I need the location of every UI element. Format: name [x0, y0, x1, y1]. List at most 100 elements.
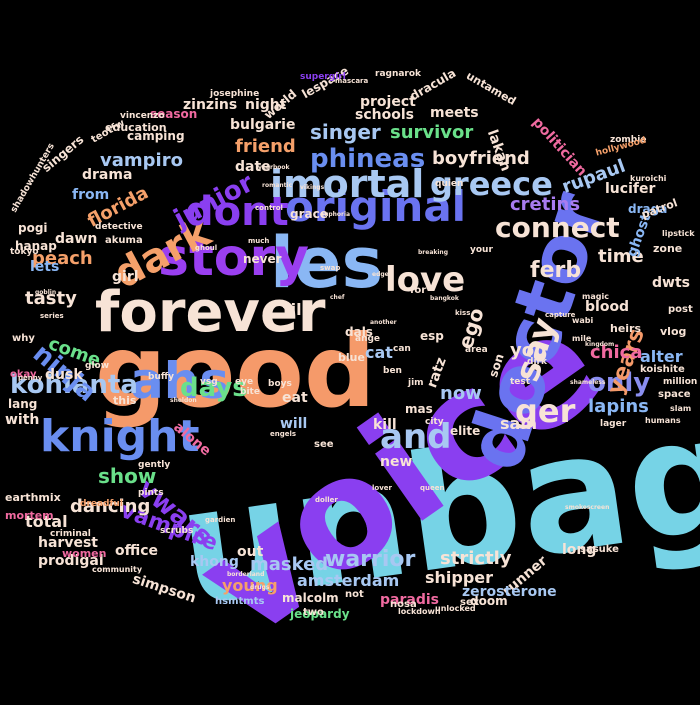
word-this: this — [113, 394, 137, 407]
word-grace: grace — [290, 207, 328, 221]
word-glow: glow — [85, 361, 110, 371]
word-out: out — [237, 544, 264, 560]
word-good: good — [95, 313, 376, 430]
word-romantic: romantic — [262, 182, 293, 189]
word-new: new — [380, 454, 413, 470]
word-office: office — [115, 543, 159, 559]
word-young: young — [222, 576, 278, 595]
word-original: original — [285, 182, 467, 231]
word-blood: blood — [585, 299, 630, 315]
word-koishite: koishite — [640, 364, 685, 375]
word-time: time — [598, 246, 644, 267]
word-mas: mas — [405, 402, 433, 416]
word-patrol: patrol — [639, 196, 680, 222]
word-chef: chef — [330, 294, 345, 301]
word-untamed: untamed — [464, 69, 519, 108]
word-esp: esp — [420, 329, 444, 343]
word-khong: khong — [190, 554, 239, 570]
word-magic: magic — [582, 292, 609, 301]
word-for: for — [410, 285, 427, 296]
word-eat: eat — [282, 390, 308, 406]
word-doller: doller — [315, 496, 338, 504]
word-your: your — [470, 245, 493, 255]
word-lapins: lapins — [588, 396, 649, 417]
word-cretins: cretins — [510, 194, 581, 215]
word-night: night — [245, 97, 287, 113]
word-ragnarok: ragnarok — [375, 69, 422, 79]
word-ferb: ferb — [530, 258, 582, 283]
word-community: community — [92, 565, 143, 574]
word-peach: peach — [32, 248, 93, 269]
word-another: another — [370, 319, 397, 326]
word-ahs: ahs — [130, 352, 230, 410]
word-control: control — [255, 204, 283, 212]
word-mortem: mortem — [5, 509, 54, 522]
word-earthmix: earthmix — [5, 491, 61, 504]
word-sex: sex — [460, 597, 480, 608]
word-love: love — [385, 260, 466, 300]
word-never: never — [243, 252, 282, 266]
word-shipper: shipper — [425, 568, 494, 587]
word-lets: lets — [30, 259, 60, 275]
word-kiss: kiss — [455, 309, 471, 317]
word-supergirl: supergirl — [300, 72, 346, 82]
word-quien: quien — [435, 179, 464, 189]
word-dreadful: dreadful — [80, 499, 123, 509]
word-camping: camping — [127, 129, 185, 143]
word-vsg: vsg — [200, 377, 218, 387]
word-harvest: harvest — [38, 535, 98, 551]
word-jim: jim — [408, 378, 424, 388]
word-test: test — [510, 377, 531, 387]
word-yearbook: yearbook — [258, 164, 290, 171]
word-goblin: goblin — [35, 289, 57, 296]
word-friend: friend — [235, 136, 296, 157]
word-josephine: josephine — [210, 89, 260, 99]
word-and: and — [380, 417, 452, 457]
word-humans: humans — [645, 416, 681, 425]
word-dancing: dancing — [70, 496, 151, 517]
word-eye: eye — [235, 377, 254, 387]
word-education: education — [105, 121, 167, 134]
word-warrior: warrior — [325, 547, 416, 572]
word-zone: zone — [653, 242, 683, 255]
word-unlocked: unlocked — [435, 604, 476, 613]
word-jeopardy: jeopardy — [290, 607, 350, 621]
word-you: you — [510, 340, 547, 361]
word-akuma: akuma — [105, 235, 143, 246]
word-vlog: vlog — [660, 325, 687, 338]
word-imortal: imortal — [270, 162, 425, 206]
word-lucifer: lucifer — [605, 181, 656, 197]
word-paradis: paradis — [380, 592, 439, 608]
word-okay: okay — [10, 369, 37, 380]
word-alter: alter — [640, 347, 683, 366]
word-can: can — [393, 344, 411, 354]
word-buffy: buffy — [148, 372, 175, 382]
word-lang: lang — [8, 397, 38, 411]
word-city: city — [425, 417, 444, 427]
word-series: series — [40, 312, 64, 320]
word-swap: swap — [320, 264, 341, 272]
word-show: show — [98, 464, 157, 488]
word-queen: queen — [420, 484, 445, 492]
word-capture: capture — [545, 311, 576, 319]
word-story: story — [158, 228, 310, 288]
word-tasty: tasty — [25, 288, 77, 309]
word-draga: draga — [628, 202, 668, 216]
word-mascara: mascara — [335, 77, 369, 85]
word-with: with — [5, 412, 40, 428]
word-penny: penny — [18, 374, 43, 382]
word-amsterdam: amsterdam — [297, 571, 400, 590]
word-days: days — [180, 373, 248, 403]
word-sheldon: sheldon — [170, 397, 197, 404]
word-drugs: drugs — [250, 584, 270, 591]
word-les: les — [270, 222, 384, 304]
word-edge: edge — [372, 271, 389, 278]
word-dals: dals — [345, 325, 373, 339]
word-doom: doom — [470, 594, 508, 608]
word-nosa: nosa — [390, 599, 417, 610]
word-mile: mile — [572, 334, 592, 343]
word-wabi: wabi — [572, 316, 594, 325]
word-lockdown: lockdown — [398, 607, 441, 616]
word-ger: ger — [515, 392, 576, 430]
